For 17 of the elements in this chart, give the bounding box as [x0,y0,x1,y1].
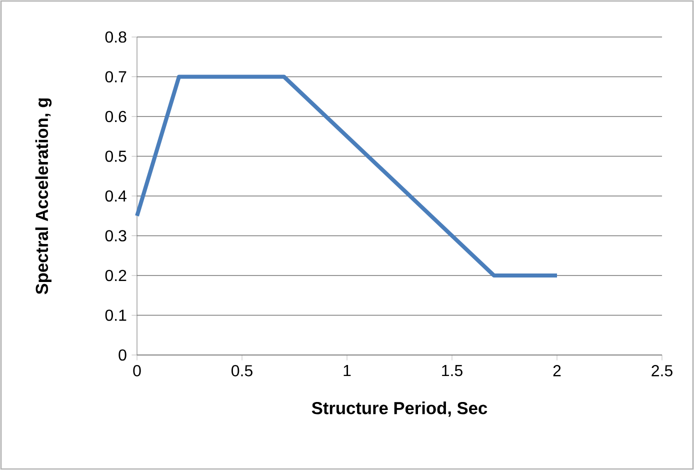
y-tick-label: 0.3 [105,230,126,242]
y-tick-label: 0.1 [105,310,126,321]
y-tick-label: 0.4 [105,190,126,202]
y-tick-label: 0 [118,349,126,361]
x-tick-label: 2 [553,365,561,376]
x-tick-label: 0 [133,365,141,376]
y-tick-label: 0.8 [105,31,126,43]
y-tick-label: 0.5 [105,150,126,162]
y-tick-label: 0.6 [105,110,126,122]
y-tick-label: 0.7 [105,71,126,82]
x-axis-title: Structure Period, Sec [312,402,488,417]
y-axis-title: Spectral Acceleration, g [35,98,52,294]
x-tick-label: 0.5 [232,365,252,376]
x-tick-label: 1 [344,365,351,376]
x-tick-label: 2.5 [652,365,672,376]
y-tick-label: 0.2 [105,270,126,282]
x-tick-label: 1.5 [442,365,462,376]
